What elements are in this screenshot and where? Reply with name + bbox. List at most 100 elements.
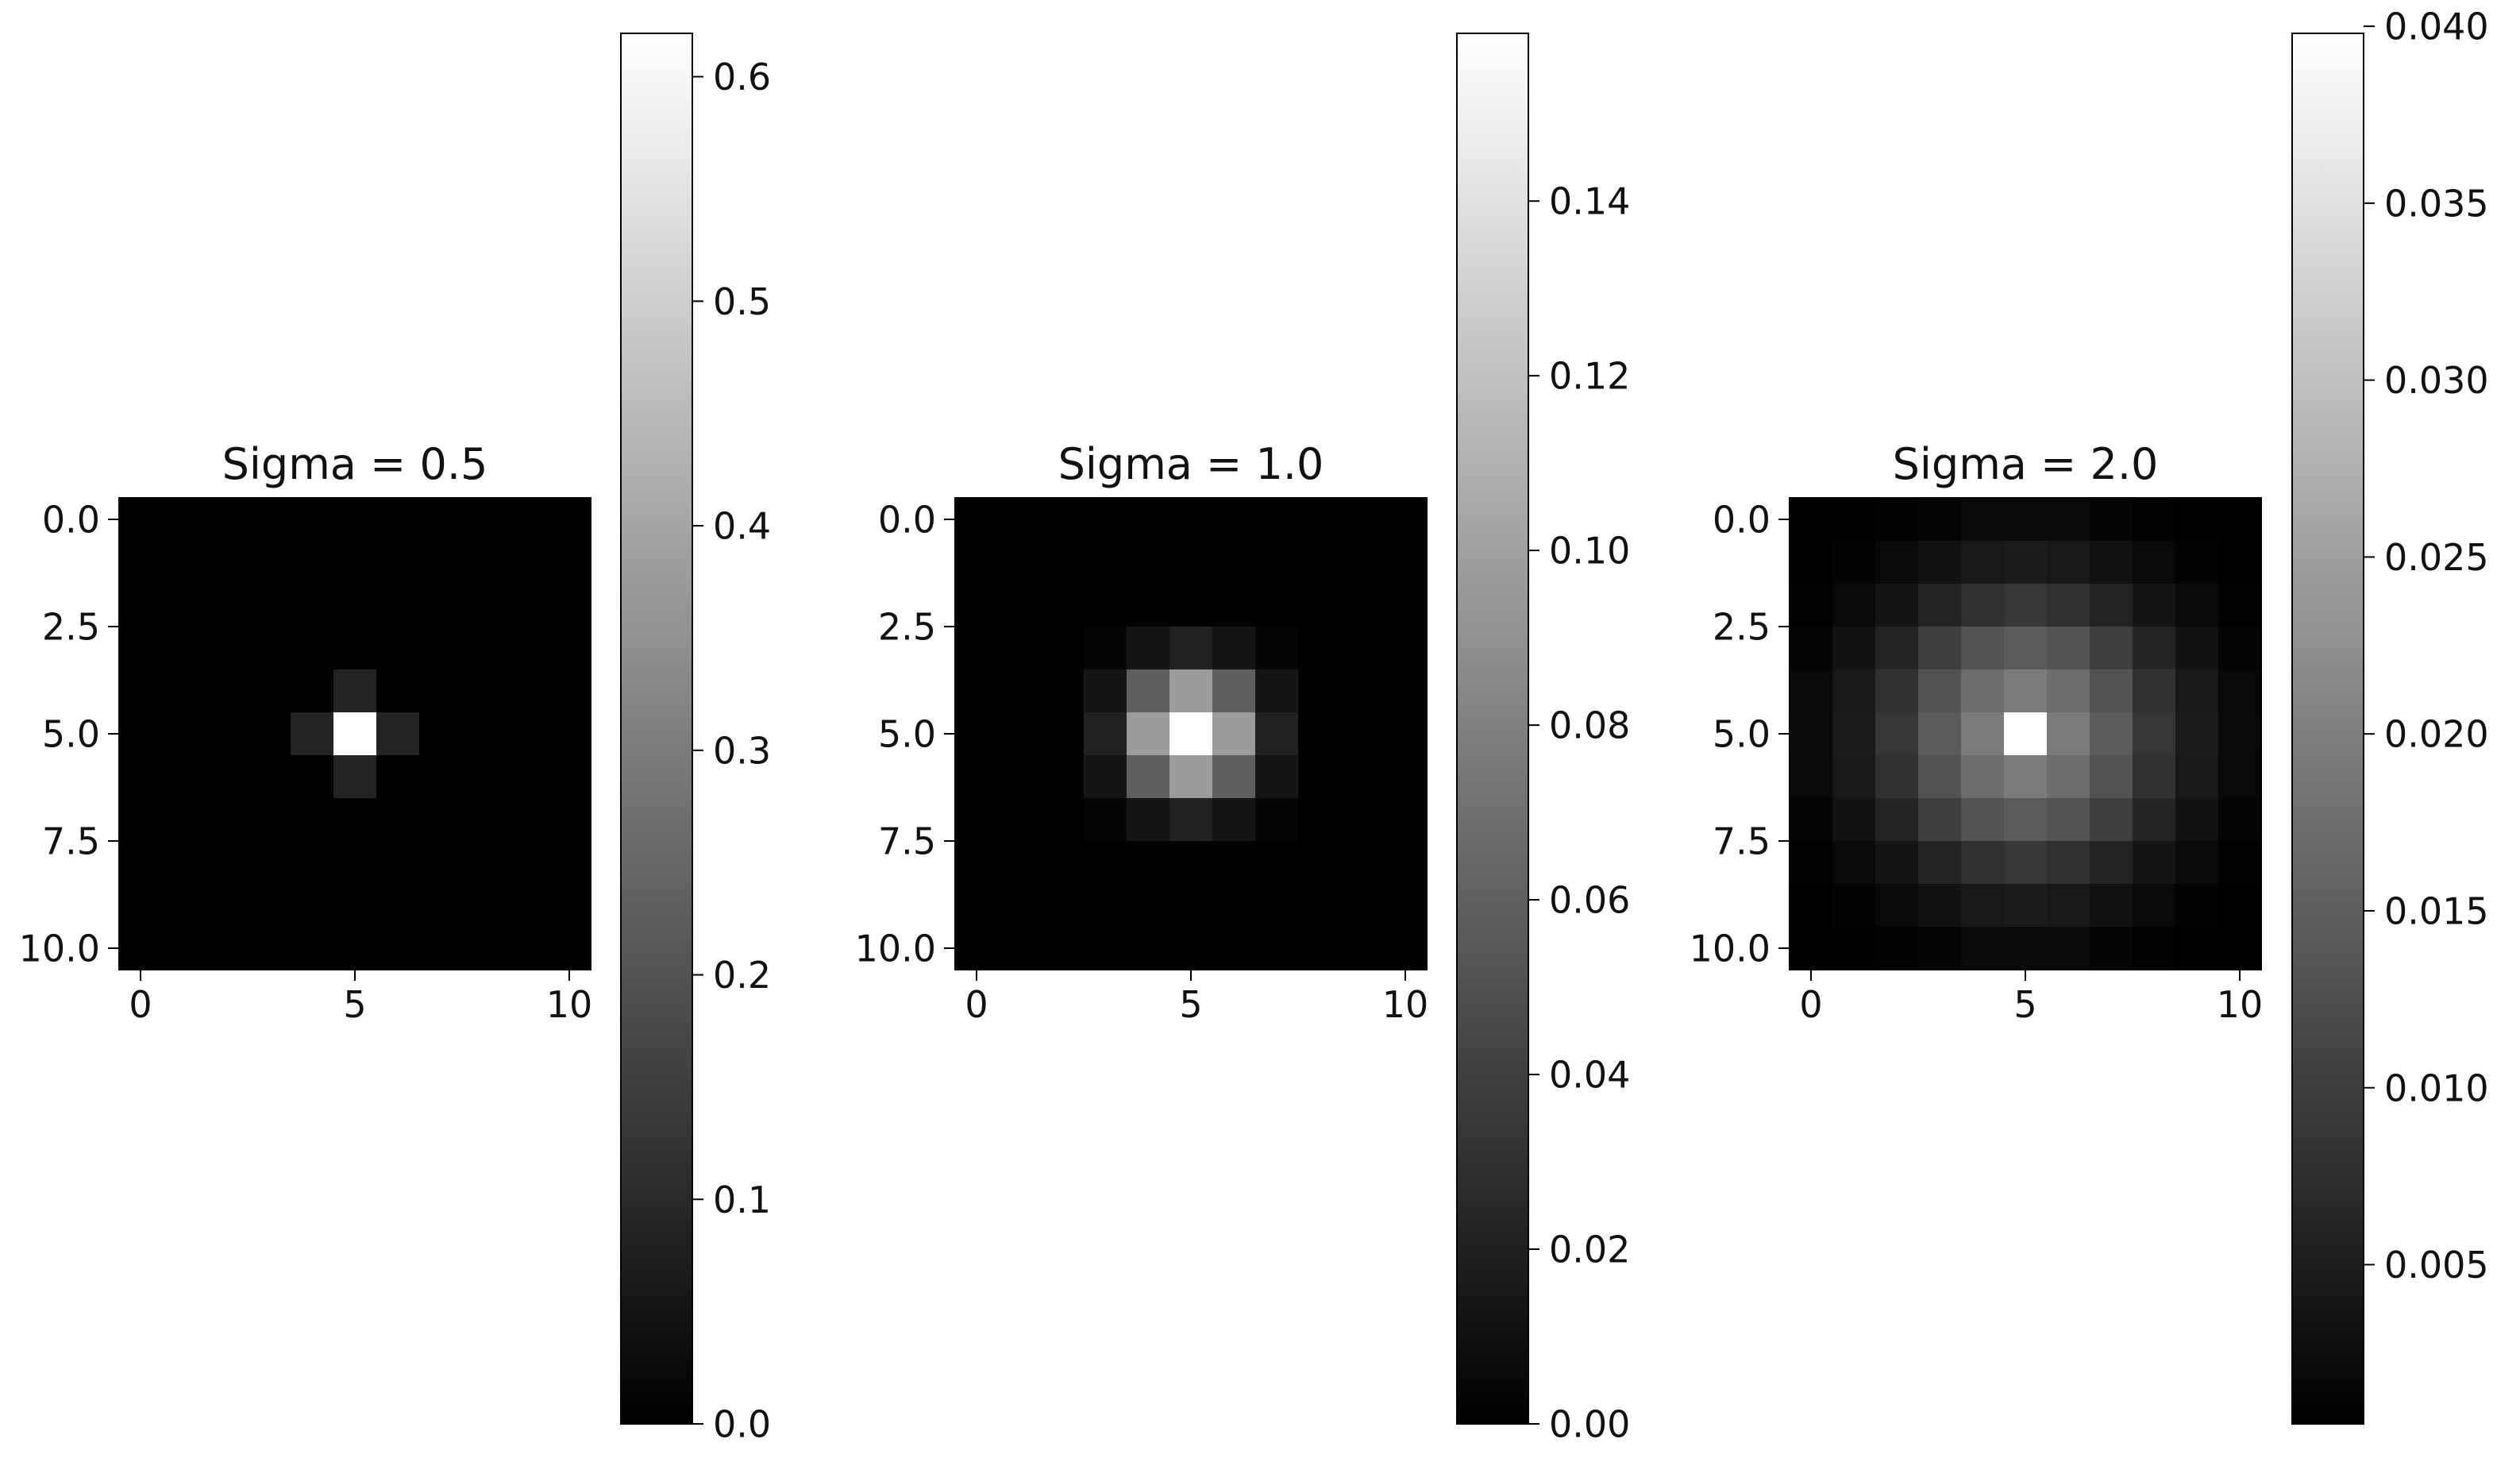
y-tick-label: 2.5 xyxy=(878,606,936,649)
colorbar-tick-label: 0.10 xyxy=(1549,530,1630,573)
heatmap-cell xyxy=(2218,669,2262,713)
heatmap-cell xyxy=(2175,841,2219,885)
heatmap-cell xyxy=(1255,584,1299,627)
chart-title: Sigma = 1.0 xyxy=(1058,439,1324,489)
heatmap-cell xyxy=(1298,755,1342,799)
heatmap-cell xyxy=(119,798,163,842)
y-tick-label: 7.5 xyxy=(42,820,100,863)
heatmap-cell xyxy=(119,669,163,713)
heatmap-cell xyxy=(462,884,506,928)
heatmap-cell xyxy=(205,884,249,928)
heatmap-cell xyxy=(2175,798,2219,842)
heatmap-cell xyxy=(419,498,463,542)
heatmap-cell xyxy=(462,541,506,584)
heatmap-cell xyxy=(1341,927,1385,970)
heatmap-cell xyxy=(505,798,549,842)
heatmap-cell xyxy=(248,584,291,627)
heatmap-cell xyxy=(1961,841,2005,885)
heatmap-cell xyxy=(548,884,591,928)
heatmap-cell xyxy=(1169,627,1213,670)
heatmap-cell xyxy=(376,798,420,842)
heatmap-cell xyxy=(419,541,463,584)
heatmap-cell xyxy=(1918,669,1962,713)
heatmap-cell xyxy=(505,884,549,928)
heatmap-cell xyxy=(1384,712,1428,756)
heatmap-cell xyxy=(291,584,334,627)
heatmap-cell xyxy=(2090,541,2133,584)
x-tick-label: 0 xyxy=(129,983,152,1026)
colorbar-tick-label: 0.025 xyxy=(2384,536,2489,579)
heatmap-cell xyxy=(1918,755,1962,799)
heatmap-cell xyxy=(462,798,506,842)
heatmap-cell xyxy=(1341,584,1385,627)
colorbar-tick-label: 0.005 xyxy=(2384,1244,2489,1286)
heatmap-cell xyxy=(291,798,334,842)
heatmap-cell xyxy=(1127,541,1170,584)
heatmap-cell xyxy=(2004,841,2048,885)
heatmap-cell xyxy=(1084,841,1127,885)
heatmap-cell xyxy=(2047,712,2090,756)
heatmap-cell xyxy=(1212,798,1256,842)
heatmap-cell xyxy=(1875,798,1919,842)
heatmap-cell xyxy=(205,927,249,970)
heatmap-cell xyxy=(2004,669,2048,713)
chart-title: Sigma = 2.0 xyxy=(1893,439,2159,489)
heatmap-cell xyxy=(2047,541,2090,584)
heatmap-cell xyxy=(1298,627,1342,670)
heatmap-cell xyxy=(1384,669,1428,713)
heatmap-cell xyxy=(248,541,291,584)
colorbar-tick-label: 0.06 xyxy=(1549,879,1630,922)
heatmap-cell xyxy=(462,627,506,670)
heatmap-cell xyxy=(1384,755,1428,799)
heatmap-cell xyxy=(2004,627,2048,670)
heatmap-cell xyxy=(1169,927,1213,970)
heatmap-cell xyxy=(333,927,377,970)
heatmap-cell xyxy=(333,755,377,799)
heatmap-cell xyxy=(1832,541,1876,584)
heatmap-cell xyxy=(2047,755,2090,799)
heatmap-cell xyxy=(1918,498,1962,542)
heatmap-cell xyxy=(462,927,506,970)
heatmap-cell xyxy=(376,755,420,799)
heatmap-cell xyxy=(162,927,206,970)
heatmap-cell xyxy=(376,541,420,584)
heatmap-cell xyxy=(1084,755,1127,799)
heatmap-cell xyxy=(1384,798,1428,842)
heatmap-cell xyxy=(162,669,206,713)
x-tick-label: 10 xyxy=(546,983,593,1026)
heatmap-cell xyxy=(2218,884,2262,928)
heatmap-cell xyxy=(505,584,549,627)
heatmap-cell xyxy=(119,584,163,627)
heatmap-cell xyxy=(998,627,1042,670)
heatmap-cell xyxy=(1255,884,1299,928)
heatmap-cell xyxy=(1298,798,1342,842)
heatmap-cell xyxy=(1918,884,1962,928)
heatmap-cell xyxy=(505,669,549,713)
heatmap-cell xyxy=(1341,884,1385,928)
heatmap-cell xyxy=(1341,541,1385,584)
heatmap-cell xyxy=(291,669,334,713)
heatmap-cell xyxy=(1875,541,1919,584)
heatmap-cell xyxy=(1212,669,1256,713)
heatmap-cell xyxy=(998,927,1042,970)
heatmap-cell xyxy=(248,712,291,756)
heatmap-cell xyxy=(955,841,999,885)
heatmap-cell xyxy=(1127,669,1170,713)
heatmap-cell xyxy=(1832,627,1876,670)
heatmap-cell xyxy=(248,755,291,799)
heatmap-cell xyxy=(205,584,249,627)
heatmap-cell xyxy=(1041,712,1085,756)
colorbar-tick-label: 0.6 xyxy=(713,56,771,98)
heatmap-cell xyxy=(2133,755,2176,799)
y-tick-label: 10.0 xyxy=(19,928,100,970)
heatmap-cell xyxy=(1832,755,1876,799)
y-tick-label: 2.5 xyxy=(42,606,100,649)
heatmap-cell xyxy=(162,498,206,542)
heatmap-cell xyxy=(419,627,463,670)
heatmap-cell xyxy=(1084,798,1127,842)
heatmap-cell xyxy=(955,798,999,842)
heatmap-cell xyxy=(2175,627,2219,670)
y-tick-label: 5.0 xyxy=(42,713,100,756)
heatmap-cell xyxy=(2133,584,2176,627)
heatmap-cell xyxy=(419,669,463,713)
